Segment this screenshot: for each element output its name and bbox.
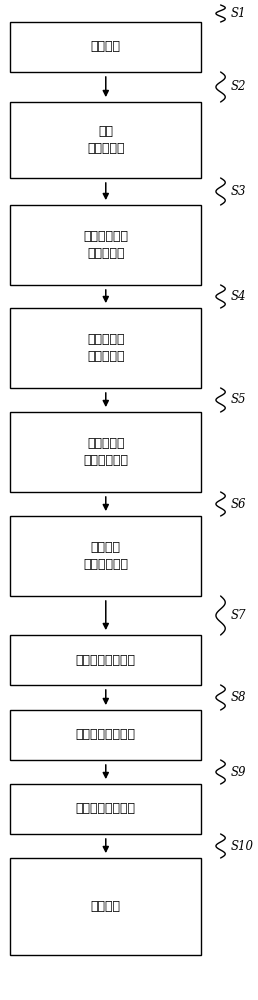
Text: 初始化正常
光照亮度权重: 初始化正常 光照亮度权重: [83, 437, 128, 467]
Text: S1: S1: [231, 7, 246, 20]
Text: S7: S7: [231, 609, 246, 622]
Text: 计算其余
光照亮度权重: 计算其余 光照亮度权重: [83, 541, 128, 571]
Text: S3: S3: [231, 185, 246, 198]
Text: 得到
图像直方图: 得到 图像直方图: [87, 125, 125, 155]
Text: 确认整体亮度状态: 确认整体亮度状态: [76, 728, 136, 742]
FancyBboxPatch shape: [10, 784, 201, 834]
FancyBboxPatch shape: [10, 308, 201, 388]
Text: S10: S10: [231, 839, 254, 852]
Text: S9: S9: [231, 766, 246, 778]
Text: S4: S4: [231, 290, 246, 303]
Text: S5: S5: [231, 393, 246, 406]
Text: S6: S6: [231, 497, 246, 510]
Text: 对图像根据光
照亮度分区: 对图像根据光 照亮度分区: [83, 230, 128, 260]
Text: 确定曝光调整方式: 确定曝光调整方式: [76, 802, 136, 816]
Text: S8: S8: [231, 691, 246, 704]
Text: 计算光照亮
度区域占比: 计算光照亮 度区域占比: [87, 333, 125, 363]
FancyBboxPatch shape: [10, 102, 201, 178]
Text: S2: S2: [231, 81, 246, 94]
FancyBboxPatch shape: [10, 516, 201, 596]
Text: 调整曝光: 调整曝光: [91, 900, 121, 913]
FancyBboxPatch shape: [10, 710, 201, 760]
FancyBboxPatch shape: [10, 412, 201, 492]
FancyBboxPatch shape: [10, 205, 201, 285]
Text: 获取图像: 获取图像: [91, 40, 121, 53]
FancyBboxPatch shape: [10, 858, 201, 955]
FancyBboxPatch shape: [10, 635, 201, 685]
Text: 计算光照亮度参数: 计算光照亮度参数: [76, 654, 136, 667]
FancyBboxPatch shape: [10, 22, 201, 72]
